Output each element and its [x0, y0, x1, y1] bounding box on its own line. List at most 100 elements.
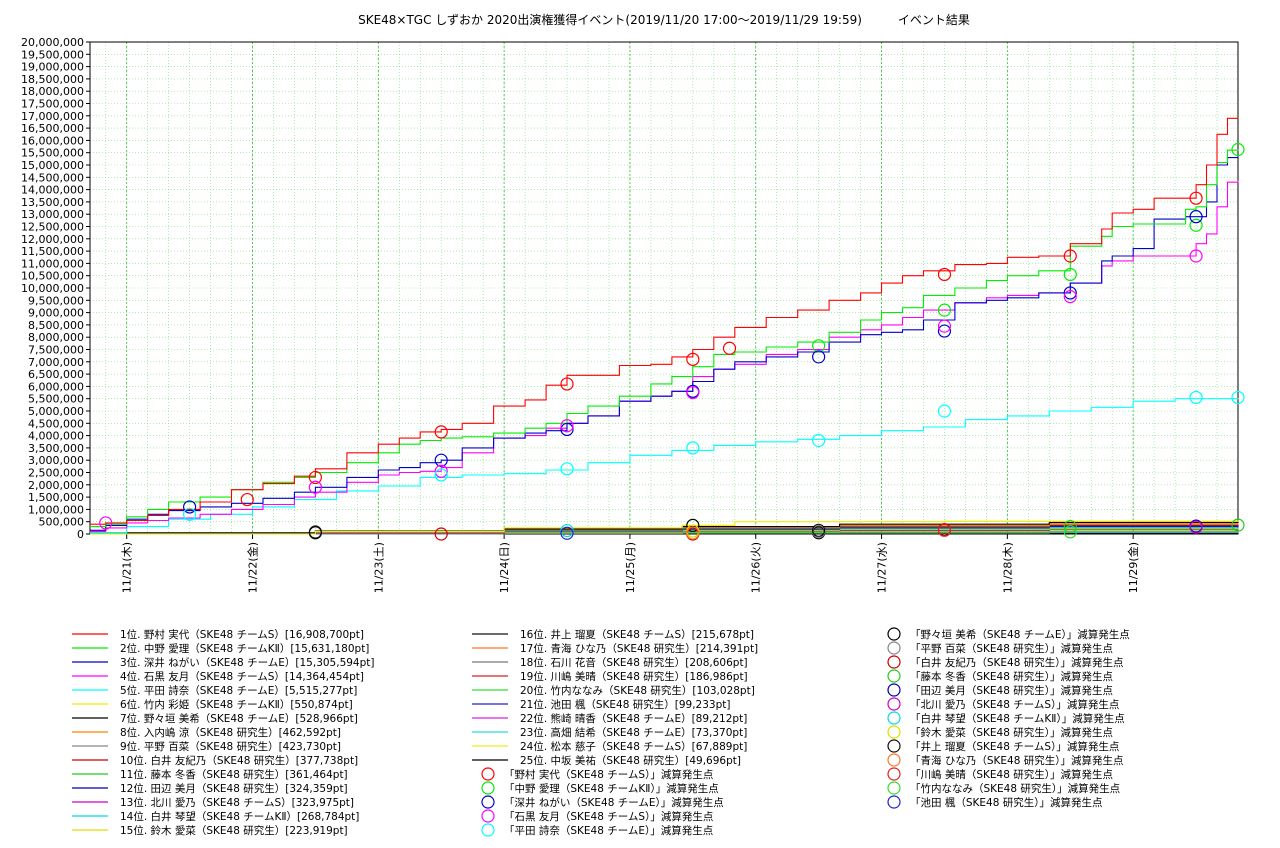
deduction-marker [434, 527, 448, 541]
deduction-marker [1063, 267, 1077, 282]
x-tick-label: 11/29(金) [1126, 542, 1140, 593]
legend-label: 「鈴木 愛菜（SKE48 研究生）」減算発生点 [910, 726, 1113, 739]
deduction-marker [812, 523, 826, 537]
legend-marker-swatch [887, 627, 901, 641]
deduction-marker [1231, 142, 1245, 157]
legend-label: 「中野 愛理（SKE48 チームKⅡ）」減算発生点 [504, 782, 719, 795]
y-tick-label: 1,000,000 [28, 503, 84, 516]
chart-title: SKE48×TGC しずおか 2020出演権獲得イベント(2019/11/20 … [358, 12, 970, 27]
legend-label: 「白井 友紀乃（SKE48 研究生）」減算発生点 [910, 656, 1123, 669]
deduction-marker [560, 422, 574, 437]
deduction-marker [686, 441, 700, 455]
legend-label: 7位. 野々垣 美希（SKE48 チームE）[528,966pt] [120, 712, 358, 725]
deduction-marker [1189, 210, 1203, 224]
legend-label: 「藤本 冬香（SKE48 研究生）」減算発生点 [910, 670, 1113, 683]
y-tick-label: 17,000,000 [21, 110, 84, 123]
deduction-marker [812, 350, 826, 364]
deduction-marker [560, 526, 574, 540]
legend-label: 「川嶋 美晴（SKE48 研究生）」減算発生点 [910, 768, 1113, 781]
deduction-marker [1063, 249, 1077, 263]
y-tick-label: 18,000,000 [21, 85, 84, 98]
legend-label: 4位. 石黒 友月（SKE48 チームS）[14,364,454pt] [120, 670, 364, 683]
legend-label: 10位. 白井 友紀乃（SKE48 研究生）[377,738pt] [120, 754, 358, 767]
x-tick-label: 11/22(金) [246, 542, 260, 593]
series-line [90, 398, 1239, 534]
y-tick-label: 3,500,000 [28, 442, 84, 455]
legend-marker-swatch [887, 753, 901, 767]
x-tick-label: 11/25(月) [624, 542, 637, 593]
y-tick-label: 4,000,000 [28, 430, 84, 443]
deduction-marker [308, 470, 323, 485]
legend-label: 「田辺 美月（SKE48 研究生）」減算発生点 [910, 684, 1113, 697]
y-tick-label: 12,000,000 [21, 233, 84, 246]
legend-label: 「平田 詩奈（SKE48 チームE）」減算発生点 [504, 824, 713, 837]
y-tick-label: 16,000,000 [21, 134, 84, 147]
legend-marker-swatch [887, 739, 901, 753]
series-line [90, 149, 1239, 528]
x-tick-label: 11/26(火) [750, 542, 763, 593]
legend-marker-swatch [481, 795, 495, 809]
deduction-marker [686, 385, 700, 400]
y-tick-label: 18,500,000 [21, 73, 84, 86]
y-tick-label: 7,500,000 [28, 344, 84, 357]
legend-label: 「平野 百菜（SKE48 研究生）」減算発生点 [910, 642, 1113, 655]
legend-label: 「北川 愛乃（SKE48 チームS）」減算発生点 [910, 698, 1119, 711]
legend-marker-swatch [481, 767, 495, 781]
deduction-marker [1063, 290, 1077, 304]
grid [90, 41, 1238, 535]
y-tick-label: 9,000,000 [28, 307, 84, 320]
x-tick-label: 11/23(土) [372, 542, 385, 593]
y-tick-label: 10,500,000 [21, 270, 84, 283]
deduction-marker [937, 303, 952, 317]
deduction-marker [812, 339, 826, 353]
legend-label: 15位. 鈴木 愛菜（SKE48 研究生）[223,919pt] [120, 824, 348, 837]
y-tick-label: 4,500,000 [28, 417, 84, 430]
deduction-marker [686, 518, 700, 532]
legend-label: 22位. 熊崎 晴香（SKE48 チームE）[89,212pt] [520, 712, 747, 725]
legend-marker-swatch [887, 781, 901, 795]
deduction-marker [1189, 520, 1203, 534]
series-line [90, 180, 1239, 533]
legend-label: 24位. 松本 慈子（SKE48 チームS）[67,889pt] [520, 740, 747, 753]
legend-label: 11位. 藤本 冬香（SKE48 研究生）[361,464pt] [120, 768, 348, 781]
deduction-marker [686, 352, 700, 366]
marker-layer [99, 142, 1245, 541]
series-layer [90, 117, 1239, 535]
legend-label: 「青海 ひな乃（SKE48 研究生）」減算発生点 [910, 754, 1123, 767]
deduction-marker [308, 525, 323, 539]
deduction-marker [1189, 191, 1203, 205]
legend-label: 13位. 北川 愛乃（SKE48 チームS）[323,975pt] [120, 796, 354, 809]
deduction-marker [560, 377, 574, 391]
x-axis: 11/21(木) 11/22(金) 11/23(土) 11/24(日) 11/25(月)… [121, 534, 1140, 593]
deduction-marker [434, 453, 448, 467]
y-tick-label: 10,000,000 [21, 282, 84, 295]
legend-label: 「井上 瑠夏（SKE48 チームS）」減算発生点 [910, 740, 1119, 753]
deduction-marker [812, 433, 826, 448]
y-tick-label: 2,000,000 [28, 479, 84, 492]
y-tick-label: 14,000,000 [21, 184, 84, 197]
deduction-marker [686, 526, 700, 540]
legend-marker-swatch [481, 809, 495, 823]
y-tick-label: 6,000,000 [28, 380, 84, 393]
y-tick-label: 14,500,000 [21, 171, 84, 184]
legend-marker-swatch [887, 669, 901, 683]
legend-label: 25位. 中坂 美祐（SKE48 研究生）[49,696pt] [520, 754, 741, 767]
y-tick-label: 20,000,000 [21, 36, 84, 49]
y-tick-label: 500,000 [39, 516, 85, 529]
deduction-marker [937, 523, 952, 537]
y-tick-label: 2,500,000 [28, 467, 84, 480]
x-tick-label: 11/27(水) [876, 542, 889, 593]
y-tick-label: 7,000,000 [28, 356, 84, 369]
deduction-marker [1063, 520, 1077, 534]
deduction-marker [1189, 249, 1203, 263]
legend-label: 14位. 白井 琴望（SKE48 チームKⅡ）[268,784pt] [120, 810, 359, 823]
legend-marker-swatch [887, 767, 901, 781]
y-tick-label: 6,500,000 [28, 368, 84, 381]
legend-label: 17位. 青海 ひな乃（SKE48 研究生）[214,391pt] [520, 642, 758, 655]
deduction-marker [1063, 286, 1077, 300]
y-tick-label: 19,500,000 [21, 48, 84, 61]
y-tick-label: 9,500,000 [28, 294, 84, 307]
deduction-marker [722, 341, 737, 355]
